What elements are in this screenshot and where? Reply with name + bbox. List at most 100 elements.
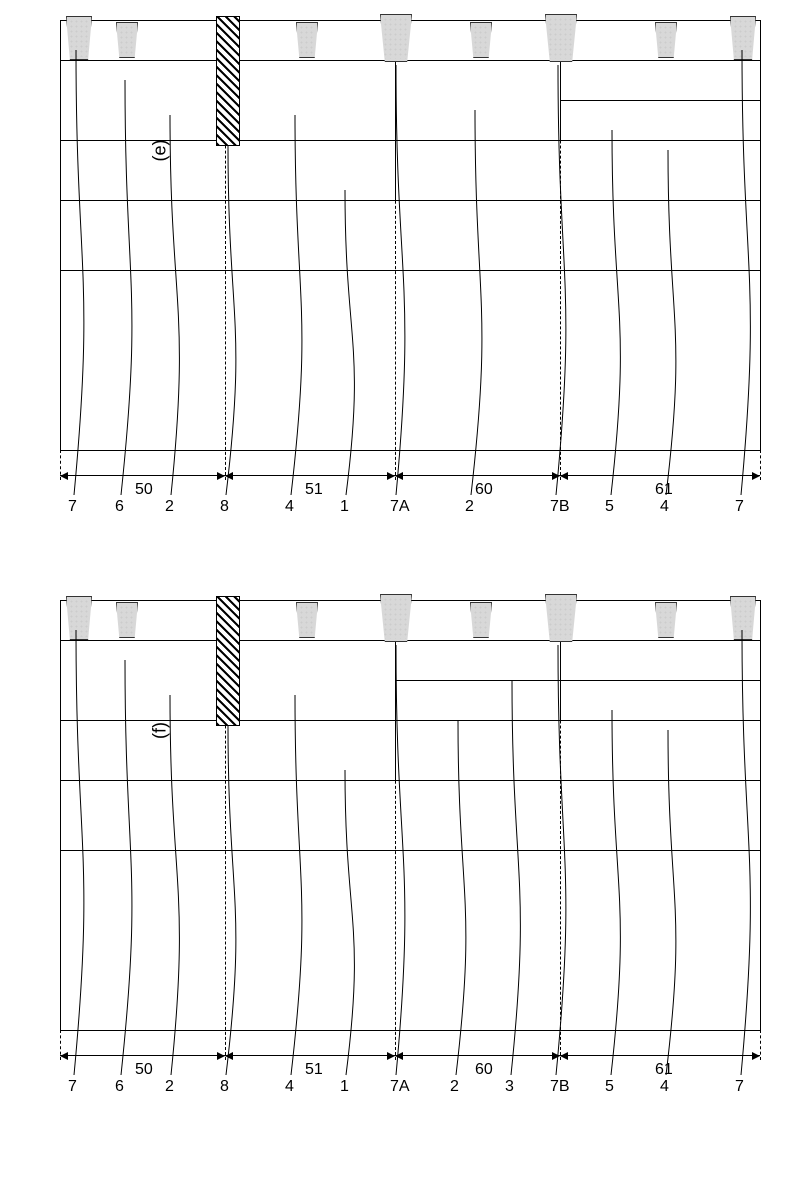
- ref-label: 7A: [390, 1078, 410, 1096]
- panel-f: (f)7628417A237B54750516061: [20, 600, 780, 1120]
- leader-line: [60, 600, 760, 1120]
- layer-line: [60, 270, 760, 271]
- ref-label: 4: [285, 1078, 294, 1096]
- leader-line: [60, 600, 760, 1120]
- ref-label: 3: [505, 1078, 514, 1096]
- section-label: 51: [305, 1061, 323, 1079]
- leader-line: [60, 600, 760, 1120]
- hatched-block: [216, 16, 240, 146]
- ref-label: 1: [340, 1078, 349, 1096]
- section-label: 61: [655, 1061, 673, 1079]
- layer-line: [60, 450, 760, 451]
- leader-line: [60, 20, 760, 540]
- dimension-line: [60, 475, 225, 476]
- layer-line-partial: [560, 100, 760, 101]
- border-vline: [60, 20, 61, 450]
- dimension-line: [560, 1055, 760, 1056]
- leader-line: [60, 20, 760, 540]
- leader-line: [60, 600, 760, 1120]
- leader-line: [60, 20, 760, 540]
- ref-label: 8: [220, 498, 229, 516]
- leader-line: [60, 600, 760, 1120]
- ref-label: 5: [605, 1078, 614, 1096]
- border-vline: [760, 600, 761, 1030]
- section-label: 50: [135, 481, 153, 499]
- layer-line: [60, 140, 760, 141]
- leader-line: [60, 20, 760, 540]
- layer-line-extra: [395, 680, 560, 681]
- dimension-line: [560, 475, 760, 476]
- dim-tick: [60, 1030, 61, 1060]
- page: (e)7628417A27B54750516061(f)7628417A237B…: [20, 20, 780, 1120]
- dimension-line: [60, 1055, 225, 1056]
- trap-block: [116, 22, 138, 58]
- panel-e: (e)7628417A27B54750516061: [20, 20, 780, 540]
- trap-block: [730, 596, 756, 640]
- layer-line-partial: [560, 680, 760, 681]
- leader-line: [60, 600, 760, 1120]
- leader-line: [60, 600, 760, 1120]
- dimension-line: [225, 1055, 395, 1056]
- trap-block: [380, 594, 412, 642]
- border-vline: [760, 20, 761, 450]
- ref-label: 7B: [550, 498, 570, 516]
- dim-tick: [60, 450, 61, 480]
- trap-block: [116, 602, 138, 638]
- hatched-block: [216, 596, 240, 726]
- leader-line: [60, 20, 760, 540]
- ref-label: 7: [735, 498, 744, 516]
- dimension-line: [395, 1055, 560, 1056]
- dim-tick: [760, 450, 761, 480]
- trap-block: [470, 22, 492, 58]
- ref-label: 2: [165, 1078, 174, 1096]
- border-vline: [60, 600, 61, 1030]
- ref-label: 7: [68, 498, 77, 516]
- inner-vline: [395, 640, 396, 780]
- layer-line: [60, 720, 760, 721]
- diagram-f: 7628417A237B54750516061: [60, 600, 760, 1120]
- leader-line: [60, 20, 760, 540]
- leader-line: [60, 600, 760, 1120]
- ref-label: 4: [660, 1078, 669, 1096]
- leader-line: [60, 600, 760, 1120]
- section-label: 50: [135, 1061, 153, 1079]
- ref-label: 6: [115, 1078, 124, 1096]
- layer-line: [60, 780, 760, 781]
- trap-block: [66, 596, 92, 640]
- diagram-e: 7628417A27B54750516061: [60, 20, 760, 540]
- ref-label: 2: [165, 498, 174, 516]
- trap-block: [380, 14, 412, 62]
- trap-block: [655, 602, 677, 638]
- inner-vline: [395, 60, 396, 200]
- layer-line: [60, 60, 760, 61]
- layer-line: [60, 850, 760, 851]
- ref-label: 5: [605, 498, 614, 516]
- trap-block: [655, 22, 677, 58]
- leader-line: [60, 20, 760, 540]
- dimension-line: [225, 475, 395, 476]
- section-label: 61: [655, 481, 673, 499]
- ref-label: 4: [285, 498, 294, 516]
- trap-block: [296, 22, 318, 58]
- ref-label: 2: [450, 1078, 459, 1096]
- inner-vline: [560, 60, 561, 140]
- leader-line: [60, 20, 760, 540]
- ref-label: 7A: [390, 498, 410, 516]
- layer-line: [60, 200, 760, 201]
- ref-label: 7B: [550, 1078, 570, 1096]
- ref-label: 7: [735, 1078, 744, 1096]
- trap-block: [545, 594, 577, 642]
- dimension-line: [395, 475, 560, 476]
- ref-label: 4: [660, 498, 669, 516]
- section-label: 60: [475, 481, 493, 499]
- ref-label: 7: [68, 1078, 77, 1096]
- inner-vline: [560, 640, 561, 720]
- ref-label: 2: [465, 498, 474, 516]
- layer-line: [60, 640, 760, 641]
- leader-line: [60, 20, 760, 540]
- leader-line: [60, 600, 760, 1120]
- dim-tick: [760, 1030, 761, 1060]
- trap-block: [470, 602, 492, 638]
- leader-line: [60, 600, 760, 1120]
- ref-label: 8: [220, 1078, 229, 1096]
